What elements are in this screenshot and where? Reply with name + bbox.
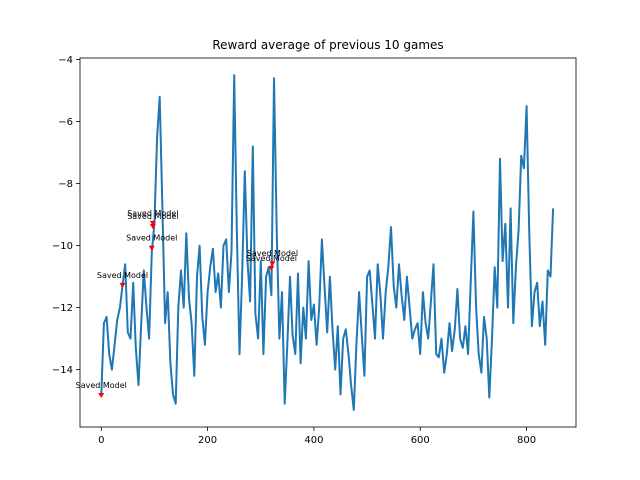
x-tick-label: 600 bbox=[411, 435, 430, 446]
saved-model-marker bbox=[149, 223, 156, 229]
axes-frame bbox=[79, 57, 577, 428]
saved-model-marker bbox=[149, 220, 156, 226]
saved-model-label: Saved Model bbox=[76, 381, 127, 390]
y-tick-label: −12 bbox=[52, 303, 73, 314]
saved-model-marker bbox=[148, 245, 155, 251]
saved-model-label: Saved Model bbox=[126, 234, 177, 243]
axes: 0 200 400 600 800 −14 −12 −10 −8 −6 −4 bbox=[52, 55, 577, 446]
saved-model-label: Saved Model bbox=[127, 209, 178, 218]
x-tick-label: 400 bbox=[304, 435, 323, 446]
saved-model-label: Saved Model bbox=[97, 271, 148, 280]
x-tick-label: 0 bbox=[98, 435, 104, 446]
plot-area bbox=[100, 74, 555, 411]
chart-title: Reward average of previous 10 games bbox=[212, 38, 443, 52]
saved-model-marker bbox=[98, 392, 105, 398]
y-tick-label: −8 bbox=[58, 179, 73, 190]
saved-model-marker bbox=[268, 265, 275, 271]
y-tick-label: −10 bbox=[52, 241, 73, 252]
y-tick-label: −14 bbox=[52, 365, 73, 376]
saved-model-label: Saved Model bbox=[246, 254, 297, 263]
saved-model-marker bbox=[269, 261, 276, 267]
y-tick-label: −6 bbox=[58, 117, 73, 128]
y-tick-label: −4 bbox=[58, 55, 73, 66]
x-tick-label: 200 bbox=[198, 435, 217, 446]
x-tick-label: 800 bbox=[517, 435, 536, 446]
saved-model-label: Saved Model bbox=[127, 212, 178, 221]
saved-model-marker bbox=[119, 282, 126, 288]
saved-model-label: Saved Model bbox=[247, 249, 298, 258]
series-line-0 bbox=[100, 74, 555, 411]
